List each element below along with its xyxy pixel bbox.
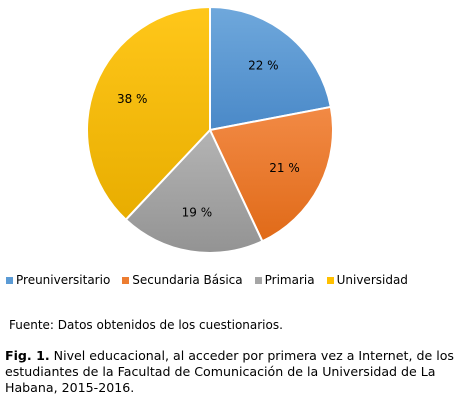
figure-caption-text: Nivel educacional, al acceder por primer…	[5, 348, 454, 395]
figure-caption: Fig. 1. Nivel educacional, al acceder po…	[5, 348, 465, 396]
legend-label: Preuniversitario	[16, 273, 111, 287]
pie-slice-primaria	[124, 128, 264, 254]
pie-slice-preuniversitario	[209, 5, 332, 132]
legend-item-universidad: Universidad	[326, 273, 408, 287]
legend-swatch	[254, 276, 262, 284]
legend-item-preuniversitario: Preuniversitario	[6, 273, 110, 287]
legend-label: Secundaria Básica	[132, 273, 243, 287]
figure-label: Fig. 1.	[5, 348, 50, 363]
pie-slice-universidad	[86, 5, 211, 222]
legend-swatch	[6, 276, 13, 284]
source-note: Fuente: Datos obtenidos de los cuestiona…	[9, 318, 283, 332]
data-label: 21 %	[269, 161, 300, 175]
legend-label: Universidad	[336, 273, 408, 287]
pie-slices	[86, 5, 334, 254]
legend-item-secundaria-basica: Secundaria Básica	[122, 273, 243, 287]
data-label: 38 %	[117, 92, 148, 106]
pie-chart: 22 % 21 % 19 % 38 %	[86, 5, 334, 254]
pie-slice-secundaria-bsica	[208, 105, 334, 243]
data-label: 22 %	[248, 59, 279, 73]
chart-legend: Preuniversitario Secundaria Básica Prima…	[6, 273, 420, 287]
legend-item-primaria: Primaria	[254, 273, 315, 287]
legend-label: Primaria	[264, 273, 315, 287]
legend-swatch	[122, 276, 130, 284]
pie-labels: 22 % 21 % 19 % 38 %	[117, 59, 300, 220]
legend-swatch	[326, 276, 334, 284]
data-label: 19 %	[182, 206, 213, 220]
